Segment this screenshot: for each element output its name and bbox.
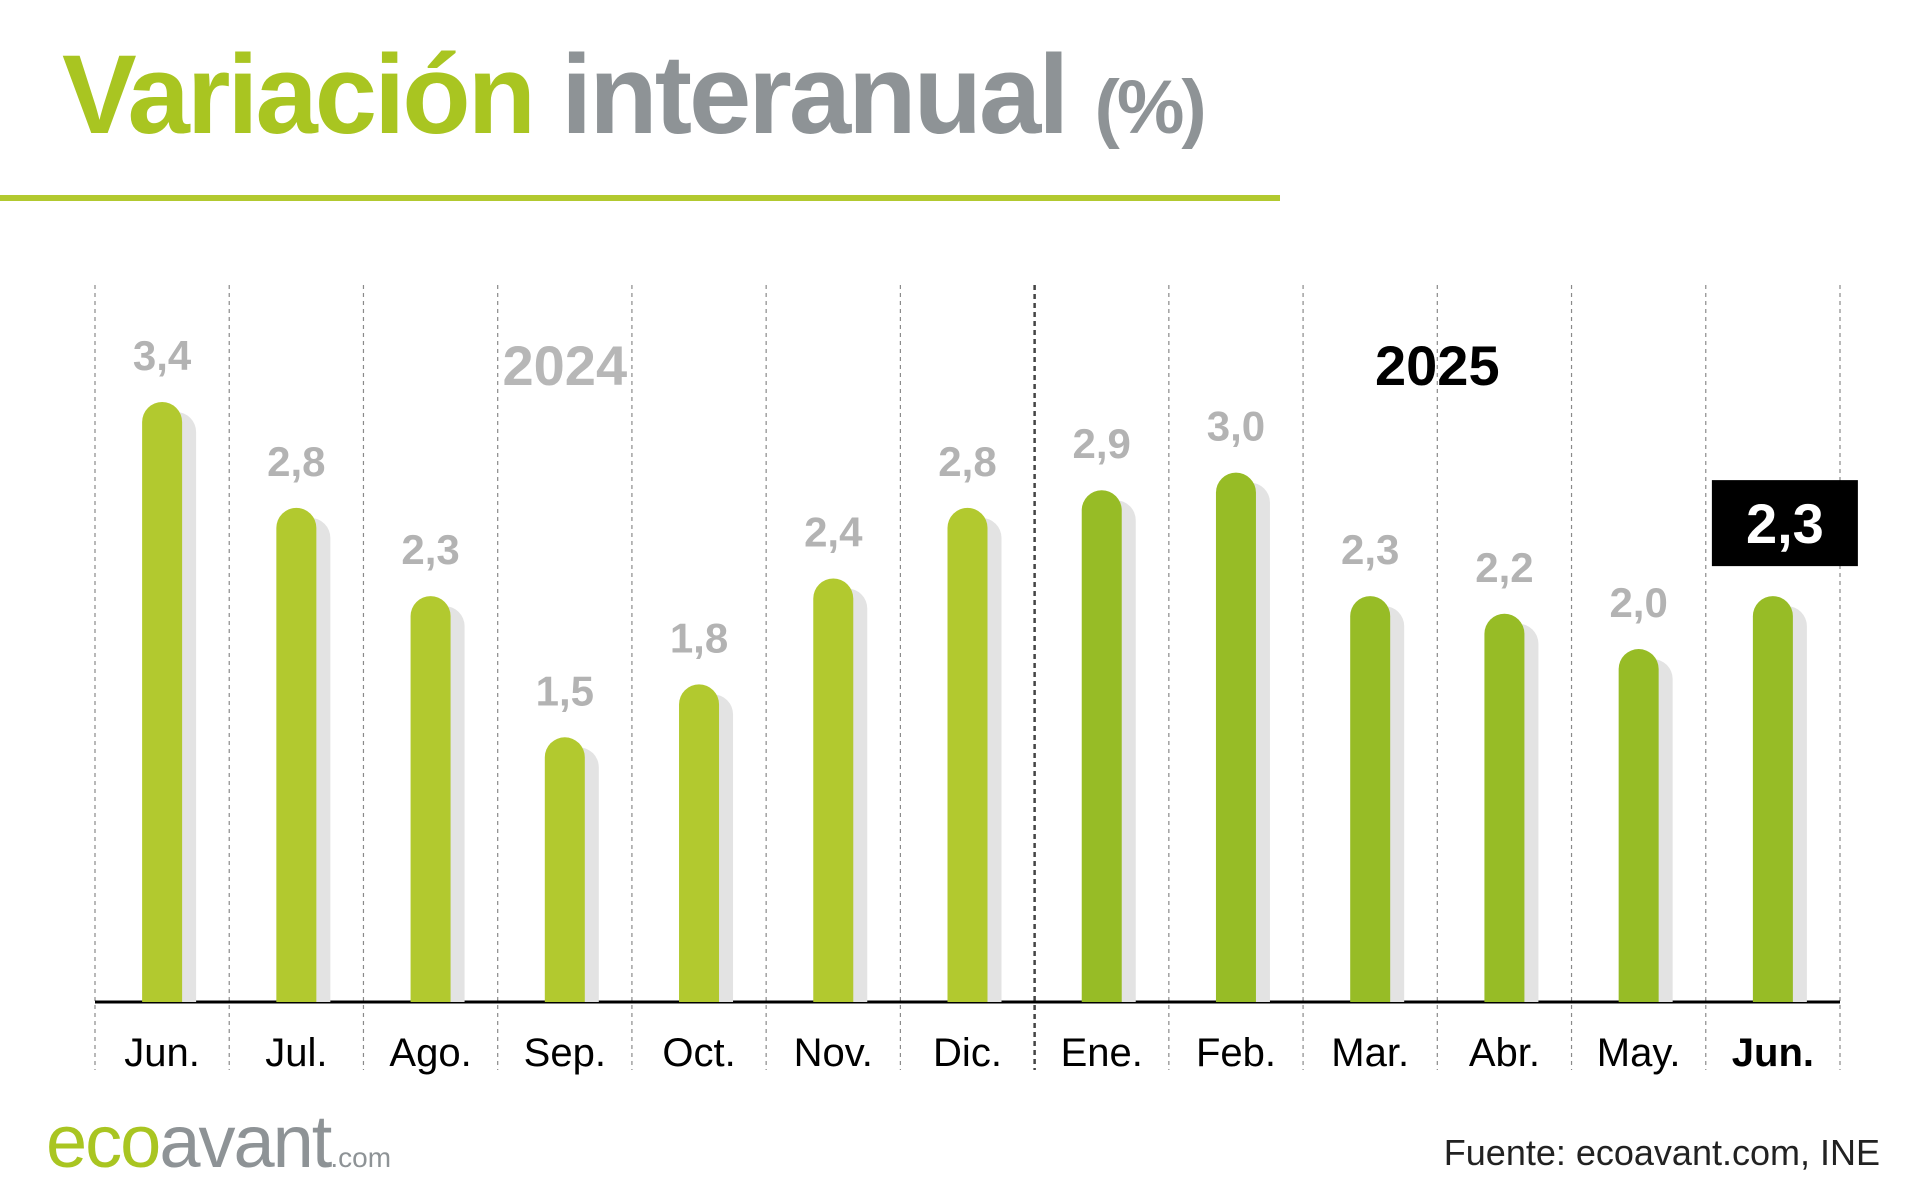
category-label: Abr.	[1469, 1031, 1540, 1075]
title-underline	[0, 195, 1280, 201]
bar-nov-5	[813, 578, 854, 1002]
bar-ago-2	[410, 596, 451, 1002]
bar-jul-1	[276, 507, 317, 1002]
category-label: May.	[1597, 1031, 1681, 1075]
bar-abr-10	[1484, 613, 1525, 1002]
chart-title: Variación interanual (%)	[62, 28, 1207, 162]
value-label: 2,8	[938, 438, 996, 485]
year-label-2024: 2024	[503, 334, 628, 397]
bar-jun-12	[1752, 596, 1793, 1002]
category-label: Feb.	[1196, 1031, 1276, 1075]
source-note: Fuente: ecoavant.com, INE	[1443, 1132, 1880, 1173]
bars-layer	[142, 402, 1807, 1003]
category-label: Ene.	[1061, 1031, 1143, 1075]
category-label: Oct.	[662, 1031, 735, 1075]
value-label: 2,8	[267, 438, 325, 485]
grid-layer	[94, 285, 1841, 1070]
logo-eco: eco	[46, 1100, 161, 1183]
category-label: Jul.	[265, 1031, 327, 1075]
value-label-highlight: 2,3	[1746, 492, 1824, 555]
value-label: 3,0	[1207, 403, 1265, 450]
category-label: Mar.	[1331, 1031, 1409, 1075]
value-label: 2,0	[1609, 579, 1667, 626]
bar-oct-4	[679, 684, 720, 1002]
category-label: Dic.	[933, 1031, 1002, 1075]
bar-feb-8	[1215, 472, 1256, 1002]
ecoavant-logo: ecoavant.com	[46, 1105, 391, 1179]
value-label: 2,2	[1475, 544, 1533, 591]
logo-avant: avant	[159, 1100, 332, 1183]
highlight-badge	[1711, 480, 1858, 567]
bar-sep-3	[544, 737, 585, 1002]
bar-chart: 2024 2025 3,4 Jun. 2,8 Jul. 2,3 Ago. 1,5 Sep. 1,8 O…	[94, 285, 1858, 1075]
title-part-variacion: Variación	[62, 32, 536, 157]
title-part-unit: (%)	[1094, 65, 1207, 150]
year-label-2025: 2025	[1375, 334, 1500, 397]
bar-ene-7	[1081, 490, 1122, 1002]
value-label: 2,3	[401, 526, 459, 573]
labels-layer: 2024 2025 3,4 Jun. 2,8 Jul. 2,3 Ago. 1,5 Sep. 1,8 O…	[124, 332, 1858, 1075]
bar-may-11	[1618, 649, 1659, 1002]
value-label: 2,9	[1073, 420, 1131, 467]
category-label: Sep.	[524, 1031, 606, 1075]
value-label: 1,5	[536, 667, 594, 714]
logo-com: .com	[330, 1142, 392, 1173]
value-label: 1,8	[670, 614, 728, 661]
value-label: 2,3	[1341, 526, 1399, 573]
category-label: Jun.	[1732, 1031, 1814, 1075]
bar-jun-0	[142, 402, 183, 1003]
title-part-interanual: interanual	[561, 32, 1069, 157]
bar-mar-9	[1350, 596, 1391, 1002]
category-label: Ago.	[389, 1031, 471, 1075]
category-label: Jun.	[124, 1031, 200, 1075]
category-label: Nov.	[794, 1031, 873, 1075]
bar-dic-6	[947, 507, 988, 1002]
value-label: 3,4	[133, 332, 192, 379]
value-label: 2,4	[804, 508, 863, 555]
